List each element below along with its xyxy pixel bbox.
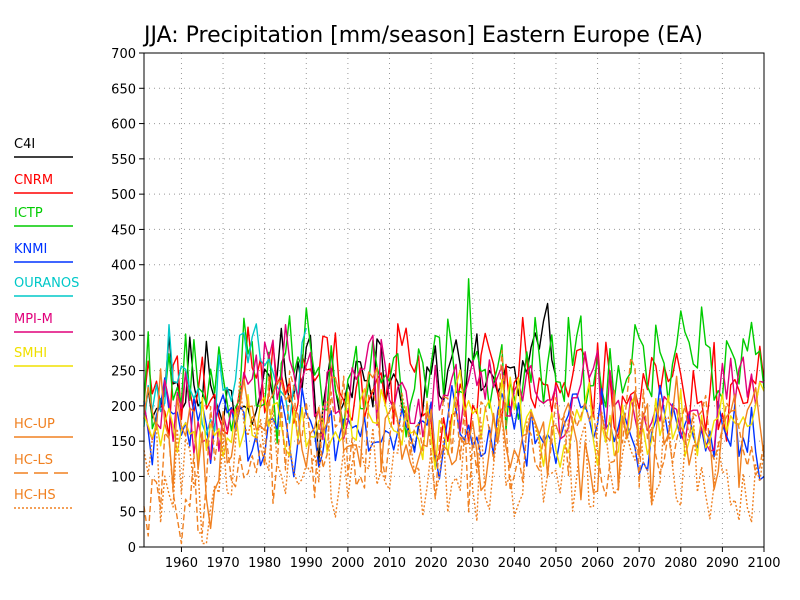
x-tick-label: 2080 <box>664 556 697 571</box>
legend-label: OURANOS <box>14 276 79 291</box>
y-tick-label: 350 <box>111 294 136 309</box>
grid <box>144 52 765 548</box>
y-tick-label: 250 <box>111 365 136 380</box>
x-tick-label: 2090 <box>706 556 739 571</box>
x-tick-label: 2030 <box>456 556 489 571</box>
y-tick-label: 650 <box>111 82 136 97</box>
y-tick-label: 300 <box>111 329 136 344</box>
legend-label: HC-HS <box>14 488 56 503</box>
y-axis: 0 50 100 150 200 250 300 350 400 450 500 550 600 650 7… <box>111 47 144 556</box>
y-tick-label: 550 <box>111 153 136 168</box>
x-tick-label: 2070 <box>623 556 656 571</box>
legend-label: ICTP <box>14 206 43 221</box>
x-tick-label: 2020 <box>415 556 448 571</box>
x-tick-label: 2100 <box>747 556 780 571</box>
series-line-hc-hs <box>143 377 765 545</box>
y-tick-label: 450 <box>111 223 136 238</box>
legend-label: KNMI <box>14 242 47 257</box>
x-tick-label: 1980 <box>248 556 281 571</box>
legend-label: MPI-M <box>14 312 53 327</box>
y-tick-label: 600 <box>111 118 136 133</box>
x-tick-label: 1990 <box>290 556 323 571</box>
legend-label: SMHI <box>14 346 47 361</box>
legend-label: HC-LS <box>14 453 53 468</box>
y-tick-label: 100 <box>111 470 136 485</box>
y-tick-label: 0 <box>128 541 136 556</box>
y-tick-label: 150 <box>111 435 136 450</box>
x-tick-label: 2010 <box>373 556 406 571</box>
legend-label: CNRM <box>14 173 53 188</box>
x-axis: 1960 1970 1980 1990 2000 2010 2020 2030 2040 2050… <box>165 547 781 571</box>
y-tick-label: 500 <box>111 188 136 203</box>
legend-label: HC-UP <box>14 417 55 432</box>
series-line-cnrm <box>143 316 765 468</box>
x-tick-label: 1970 <box>207 556 240 571</box>
x-tick-label: 1960 <box>165 556 198 571</box>
y-tick-label: 400 <box>111 259 136 274</box>
y-tick-label: 700 <box>111 47 136 62</box>
x-tick-label: 2040 <box>498 556 531 571</box>
x-tick-label: 2000 <box>331 556 364 571</box>
series-line-mpi-m <box>143 324 765 460</box>
chart-title: JJA: Precipitation [mm/season] Eastern E… <box>142 23 703 48</box>
series-line-hc-ls <box>143 349 765 545</box>
x-tick-label: 2060 <box>581 556 614 571</box>
series-lines <box>143 278 765 545</box>
legend: C4I CNRM ICTP KNMI OURANOS MPI-M SMHI HC-UP HC-L… <box>14 137 79 509</box>
y-tick-label: 50 <box>119 506 136 521</box>
y-tick-label: 200 <box>111 400 136 415</box>
legend-label: C4I <box>14 137 35 152</box>
x-tick-label: 2050 <box>539 556 572 571</box>
series-line-hc-up <box>143 367 765 530</box>
